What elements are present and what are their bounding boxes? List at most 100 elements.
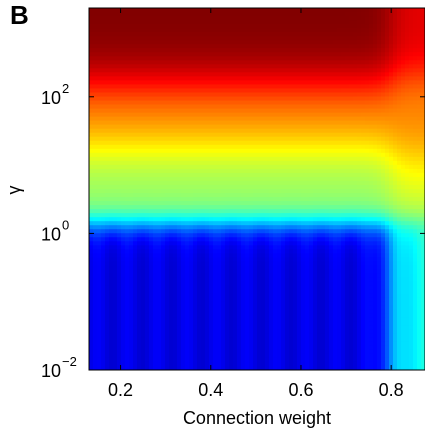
heatmap-cell bbox=[237, 313, 242, 319]
heatmap-cell bbox=[261, 333, 266, 339]
heatmap-cell bbox=[265, 8, 270, 13]
heatmap-cell bbox=[237, 225, 242, 230]
heatmap-cell bbox=[213, 349, 218, 355]
heatmap-cell bbox=[301, 152, 306, 158]
heatmap-cell bbox=[229, 52, 234, 57]
heatmap-cell bbox=[309, 20, 314, 25]
heatmap-cell bbox=[193, 317, 198, 323]
heatmap-cell bbox=[205, 164, 210, 170]
heatmap-cell bbox=[117, 229, 122, 234]
heatmap-cell bbox=[101, 201, 106, 206]
heatmap-cell bbox=[181, 189, 186, 194]
heatmap-cell bbox=[305, 329, 310, 335]
heatmap-cell bbox=[213, 8, 218, 13]
heatmap-cell bbox=[217, 297, 222, 303]
heatmap-cell bbox=[309, 168, 314, 174]
heatmap-cell bbox=[129, 136, 134, 142]
heatmap-cell bbox=[241, 249, 246, 254]
heatmap-cell bbox=[137, 241, 142, 246]
heatmap-cell bbox=[289, 273, 294, 279]
heatmap-cell bbox=[93, 128, 98, 134]
heatmap-cell bbox=[201, 148, 206, 154]
heatmap-cell bbox=[253, 201, 258, 206]
heatmap-cell bbox=[201, 253, 206, 258]
heatmap-cell bbox=[93, 132, 98, 138]
heatmap-cell bbox=[153, 289, 158, 295]
heatmap-cell bbox=[97, 152, 102, 158]
heatmap-cell bbox=[125, 20, 130, 25]
heatmap-cell bbox=[257, 193, 262, 198]
heatmap-cell bbox=[281, 144, 286, 150]
heatmap-cell bbox=[273, 104, 278, 110]
heatmap-cell bbox=[173, 309, 178, 315]
heatmap-cell bbox=[253, 108, 258, 114]
heatmap-cell bbox=[141, 317, 146, 323]
heatmap-cell bbox=[181, 205, 186, 210]
heatmap-cell bbox=[225, 261, 230, 267]
heatmap-cell bbox=[253, 12, 258, 17]
heatmap-cell bbox=[165, 293, 170, 299]
heatmap-cell bbox=[241, 104, 246, 110]
heatmap-cell bbox=[153, 116, 158, 122]
heatmap-cell bbox=[257, 349, 262, 355]
heatmap-cell bbox=[161, 56, 166, 61]
heatmap-cell bbox=[209, 24, 214, 29]
heatmap-cell bbox=[209, 297, 214, 303]
heatmap-cell bbox=[117, 120, 122, 126]
heatmap-cell bbox=[93, 257, 98, 262]
heatmap-cell bbox=[213, 345, 218, 351]
heatmap-cell bbox=[169, 297, 174, 303]
heatmap-cell bbox=[105, 341, 110, 347]
heatmap-cell bbox=[93, 168, 98, 174]
heatmap-cell bbox=[189, 281, 194, 287]
heatmap-cell bbox=[189, 128, 194, 134]
heatmap-cell bbox=[285, 16, 290, 21]
heatmap-cell bbox=[305, 193, 310, 198]
heatmap-cell bbox=[241, 176, 246, 182]
heatmap-cell bbox=[261, 96, 266, 102]
heatmap-cell bbox=[233, 24, 238, 29]
heatmap-cell bbox=[217, 116, 222, 122]
heatmap-cell bbox=[301, 112, 306, 118]
heatmap-cell bbox=[269, 36, 274, 41]
heatmap-cell bbox=[121, 20, 126, 25]
heatmap-cell bbox=[265, 68, 270, 73]
heatmap-cell bbox=[261, 277, 266, 283]
heatmap-cell bbox=[289, 361, 294, 367]
heatmap-cell bbox=[133, 353, 138, 359]
heatmap-cell bbox=[261, 164, 266, 170]
heatmap-cell bbox=[157, 313, 162, 319]
heatmap-cell bbox=[253, 176, 258, 182]
heatmap-cell bbox=[117, 136, 122, 142]
heatmap-cell bbox=[157, 88, 162, 94]
heatmap-cell bbox=[109, 112, 114, 118]
heatmap-cell bbox=[217, 349, 222, 355]
heatmap-cell bbox=[217, 140, 222, 146]
heatmap-cell bbox=[237, 309, 242, 315]
heatmap-cell bbox=[197, 48, 202, 53]
heatmap-cell bbox=[133, 156, 138, 162]
heatmap-cell bbox=[241, 68, 246, 73]
heatmap-cell bbox=[309, 64, 314, 69]
heatmap-cell bbox=[297, 172, 302, 178]
heatmap-cell bbox=[197, 197, 202, 202]
heatmap-cell bbox=[261, 345, 266, 351]
heatmap-cell bbox=[185, 313, 190, 319]
heatmap-cell bbox=[157, 341, 162, 347]
heatmap-cell bbox=[249, 80, 254, 86]
heatmap-cell bbox=[105, 176, 110, 182]
heatmap-cell bbox=[101, 44, 106, 49]
heatmap-cell bbox=[205, 148, 210, 154]
heatmap-cell bbox=[293, 28, 298, 33]
heatmap-cell bbox=[193, 68, 198, 73]
heatmap-cell bbox=[305, 309, 310, 315]
heatmap-cell bbox=[113, 341, 118, 347]
heatmap-cell bbox=[281, 285, 286, 291]
heatmap-cell bbox=[165, 152, 170, 158]
heatmap-cell bbox=[129, 213, 134, 218]
heatmap-cell bbox=[197, 112, 202, 118]
heatmap-cell bbox=[201, 136, 206, 142]
heatmap-cell bbox=[169, 92, 174, 98]
heatmap-cell bbox=[237, 345, 242, 351]
heatmap-cell bbox=[277, 176, 282, 182]
